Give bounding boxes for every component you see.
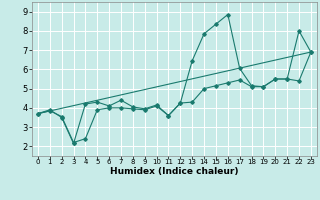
X-axis label: Humidex (Indice chaleur): Humidex (Indice chaleur) xyxy=(110,167,239,176)
